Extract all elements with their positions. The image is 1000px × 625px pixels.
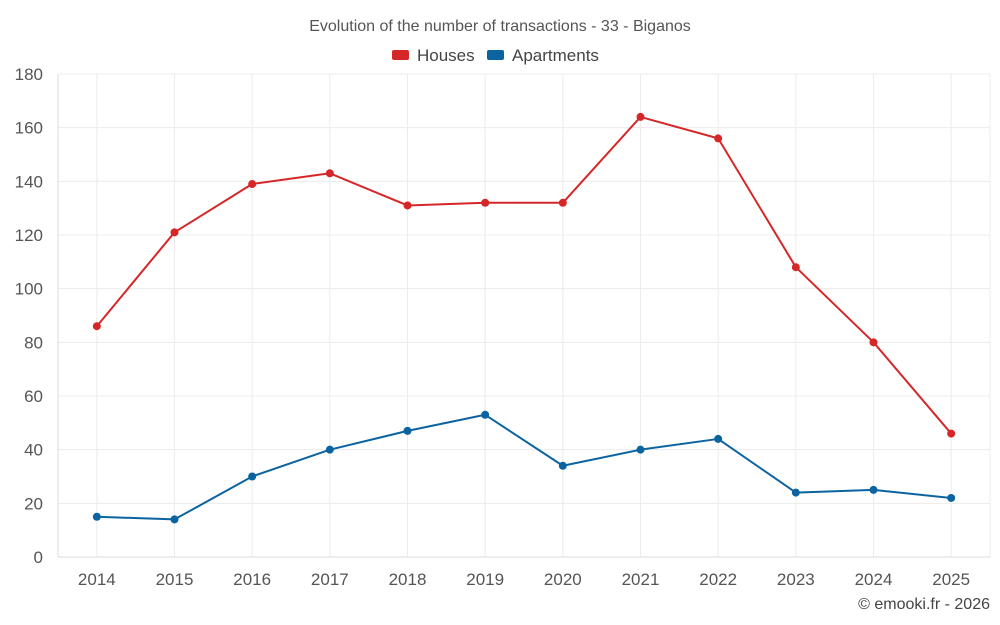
data-point-houses[interactable] — [403, 201, 412, 210]
data-point-houses[interactable] — [248, 180, 257, 189]
data-point-apartments[interactable] — [791, 488, 800, 497]
data-point-houses[interactable] — [558, 198, 567, 207]
grid — [57, 73, 991, 558]
legend-label-apartments[interactable]: Apartments — [512, 46, 599, 65]
data-point-houses[interactable] — [636, 112, 645, 121]
x-tick-label: 2025 — [932, 570, 970, 589]
y-tick-label: 80 — [24, 333, 43, 352]
data-point-houses[interactable] — [325, 169, 334, 178]
x-tick-label: 2022 — [699, 570, 737, 589]
legend-swatch-houses — [392, 50, 409, 60]
x-tick-label: 2017 — [311, 570, 349, 589]
y-tick-label: 100 — [15, 280, 43, 299]
credit-text: © emooki.fr - 2026 — [858, 596, 990, 613]
series-layer — [92, 112, 956, 524]
y-tick-label: 0 — [34, 548, 43, 567]
x-tick-label: 2020 — [544, 570, 582, 589]
x-tick-label: 2016 — [233, 570, 271, 589]
data-point-houses[interactable] — [791, 263, 800, 272]
y-tick-label: 60 — [24, 387, 43, 406]
x-tick-label: 2023 — [777, 570, 815, 589]
data-point-houses[interactable] — [170, 228, 179, 237]
data-point-houses[interactable] — [714, 134, 723, 143]
series-line-apartments — [96, 413, 952, 521]
y-tick-label: 160 — [15, 119, 43, 138]
data-point-apartments[interactable] — [248, 472, 257, 481]
legend-swatch-apartments — [487, 50, 504, 60]
data-point-apartments[interactable] — [403, 426, 412, 435]
x-axis-ticks: 2014 2015 2016 2017 2018 2019 2020 2021 2022 2023… — [78, 570, 970, 589]
y-tick-label: 140 — [15, 172, 43, 191]
legend: Houses Apartments — [392, 46, 599, 65]
x-tick-label: 2021 — [622, 570, 660, 589]
chart-title: Evolution of the number of transactions … — [309, 18, 691, 35]
y-tick-label: 180 — [15, 65, 43, 84]
x-tick-label: 2018 — [389, 570, 427, 589]
data-point-apartments[interactable] — [869, 485, 878, 494]
data-point-apartments[interactable] — [636, 445, 645, 454]
data-point-houses[interactable] — [92, 322, 101, 331]
x-tick-label: 2019 — [466, 570, 504, 589]
data-point-apartments[interactable] — [92, 512, 101, 521]
data-point-apartments[interactable] — [170, 515, 179, 524]
x-tick-label: 2014 — [78, 570, 116, 589]
data-point-houses[interactable] — [869, 338, 878, 347]
legend-label-houses[interactable]: Houses — [417, 46, 475, 65]
y-tick-label: 40 — [24, 441, 43, 460]
x-tick-label: 2015 — [156, 570, 194, 589]
data-point-apartments[interactable] — [558, 461, 567, 470]
data-point-houses[interactable] — [947, 429, 956, 438]
y-axis-ticks: 0 20 40 60 80 100 120 140 160 180 — [15, 65, 43, 567]
y-tick-label: 20 — [24, 494, 43, 513]
data-point-apartments[interactable] — [947, 493, 956, 502]
series-line-houses — [96, 115, 952, 435]
data-point-houses[interactable] — [481, 198, 490, 207]
y-tick-label: 120 — [15, 226, 43, 245]
data-point-apartments[interactable] — [481, 410, 490, 419]
data-point-apartments[interactable] — [714, 434, 723, 443]
data-point-apartments[interactable] — [325, 445, 334, 454]
x-tick-label: 2024 — [855, 570, 893, 589]
